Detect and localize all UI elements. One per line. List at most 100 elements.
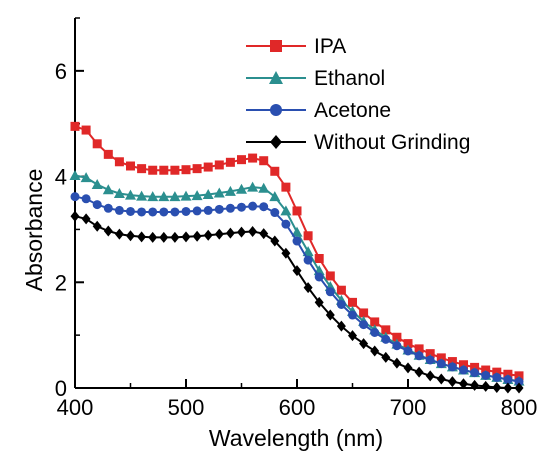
data-point	[103, 225, 113, 237]
data-point	[81, 125, 91, 135]
data-point	[281, 247, 291, 259]
data-point	[214, 228, 224, 240]
data-point	[370, 317, 380, 327]
data-point	[70, 192, 80, 202]
y-axis-label: Absorbance	[21, 169, 47, 292]
series-without-grinding	[70, 210, 524, 394]
data-point	[514, 377, 524, 387]
data-point	[126, 161, 135, 171]
y-tick-label: 4	[55, 165, 67, 190]
data-point	[159, 231, 169, 243]
data-point	[503, 382, 513, 394]
data-point	[69, 170, 81, 181]
data-point	[136, 190, 148, 201]
data-point	[148, 207, 158, 217]
data-point	[70, 210, 80, 222]
legend-label: Ethanol	[314, 67, 385, 90]
data-point	[159, 165, 169, 175]
data-point	[325, 309, 335, 321]
data-point	[170, 231, 180, 243]
data-point	[202, 189, 214, 200]
data-point	[291, 226, 303, 237]
legend-marker	[269, 71, 283, 84]
data-point	[92, 200, 102, 210]
data-point	[425, 355, 435, 365]
data-point	[336, 320, 346, 332]
data-point	[80, 172, 92, 183]
data-point	[192, 230, 202, 242]
data-point	[169, 191, 181, 202]
y-tick-label: 2	[55, 270, 67, 295]
data-point	[470, 379, 480, 391]
data-point	[359, 308, 369, 318]
data-point	[191, 190, 203, 201]
data-point	[259, 228, 269, 240]
data-point	[248, 201, 258, 211]
data-point	[180, 190, 192, 201]
data-point	[237, 202, 246, 212]
data-point	[414, 344, 424, 354]
data-point	[436, 373, 446, 385]
legend-item: Acetone	[246, 99, 391, 122]
data-point	[314, 254, 324, 263]
data-point	[92, 139, 102, 149]
data-point	[314, 272, 324, 282]
data-point	[125, 189, 136, 200]
data-point	[113, 187, 125, 198]
series-ipa	[70, 121, 524, 381]
data-point	[225, 157, 235, 167]
x-tick-label: 600	[279, 395, 316, 420]
data-point	[148, 165, 158, 175]
data-point	[114, 157, 124, 167]
x-axis-label: Wavelength (nm)	[209, 425, 383, 451]
series-acetone	[70, 192, 524, 387]
legend-item: IPA	[246, 35, 346, 58]
data-point	[70, 121, 80, 131]
data-point	[103, 149, 113, 159]
data-point	[481, 370, 491, 380]
legend-marker	[270, 135, 282, 149]
data-point	[492, 381, 502, 393]
data-point	[126, 230, 135, 242]
legend-item: Ethanol	[246, 67, 385, 90]
data-point	[359, 320, 369, 330]
series-line	[74, 174, 520, 383]
data-point	[414, 366, 424, 378]
data-point	[503, 375, 513, 385]
data-point	[381, 334, 391, 344]
legend-label: Acetone	[314, 99, 391, 122]
data-point	[269, 191, 281, 202]
data-point	[270, 166, 280, 176]
data-point	[81, 213, 91, 225]
data-point	[280, 205, 292, 216]
data-point	[392, 332, 402, 342]
data-point	[348, 297, 357, 307]
data-point	[325, 271, 335, 281]
data-point	[348, 330, 357, 342]
data-point	[259, 156, 269, 166]
data-point	[248, 153, 258, 163]
data-point	[259, 202, 269, 212]
data-point	[425, 370, 435, 382]
data-point	[237, 155, 246, 165]
data-point	[181, 231, 191, 243]
data-point	[481, 380, 491, 392]
series-line	[74, 195, 520, 383]
data-point	[137, 231, 147, 243]
data-point	[292, 265, 302, 277]
x-tick-label: 800	[501, 395, 538, 420]
data-point	[281, 219, 291, 229]
data-point	[370, 328, 380, 337]
data-point	[436, 353, 446, 363]
data-point	[292, 206, 302, 216]
data-point	[258, 182, 270, 193]
x-tick-label: 400	[57, 395, 94, 420]
data-point	[381, 351, 391, 363]
data-point	[213, 187, 225, 198]
data-point	[126, 206, 135, 216]
data-point	[403, 362, 413, 374]
data-point	[214, 160, 224, 170]
data-point	[148, 231, 158, 243]
data-point	[114, 228, 124, 240]
data-point	[247, 181, 259, 192]
